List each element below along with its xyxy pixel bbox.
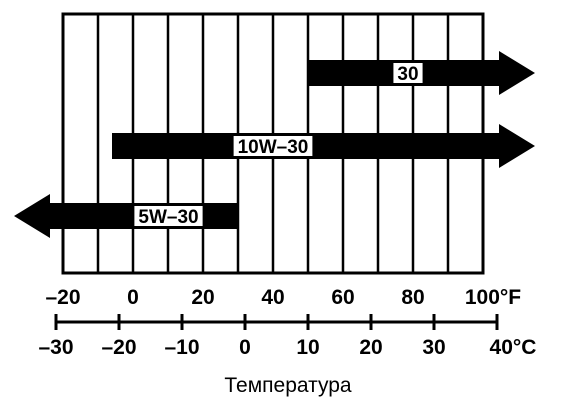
fahrenheit-tick-label: 80: [401, 286, 424, 309]
x-axis-title: Температура: [224, 374, 352, 397]
fahrenheit-tick-label: 100°F: [465, 286, 521, 309]
celsius-tick-label: –10: [164, 336, 199, 359]
celsius-tick-label: 0: [239, 336, 251, 359]
celsius-tick-label: 20: [359, 336, 382, 359]
grade-label: 5W–30: [138, 207, 198, 228]
fahrenheit-axis: –20 0 20 40 60 80 100°F: [45, 286, 521, 309]
grade-label: 10W–30: [238, 137, 309, 158]
celsius-tick-label: –30: [38, 336, 73, 359]
fahrenheit-tick-label: 60: [331, 286, 354, 309]
fahrenheit-tick-label: 40: [261, 286, 284, 309]
viscosity-bars: 30 10W–30 5W–30: [14, 51, 535, 238]
fahrenheit-tick-label: 20: [191, 286, 214, 309]
celsius-tick-label: 10: [296, 336, 319, 359]
celsius-axis: –30 –20 –10 0 10 20 30 40°C: [38, 314, 536, 359]
grade-label-bg: [393, 63, 423, 83]
viscosity-bar: 30: [308, 51, 535, 95]
fahrenheit-tick-label: –20: [45, 286, 80, 309]
viscosity-arrow: [112, 124, 535, 168]
celsius-tick-label: 30: [422, 336, 445, 359]
grade-label-bg: [134, 206, 203, 226]
viscosity-arrow: [14, 194, 238, 238]
grade-label-bg: [233, 136, 313, 156]
celsius-tick-label: 40°C: [490, 336, 537, 359]
viscosity-bar: 10W–30: [112, 124, 535, 168]
celsius-tick-label: –20: [101, 336, 136, 359]
fahrenheit-tick-label: 0: [127, 286, 139, 309]
viscosity-bar: 5W–30: [14, 194, 238, 238]
grade-label: 30: [397, 64, 418, 85]
